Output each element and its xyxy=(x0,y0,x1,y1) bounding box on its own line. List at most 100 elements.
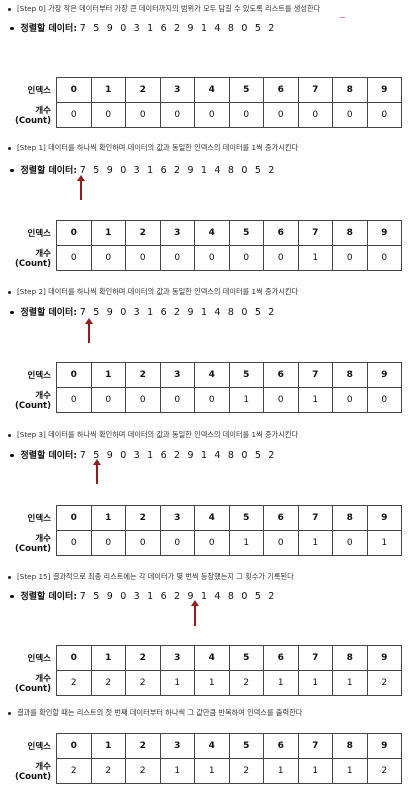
count-cell: 2 xyxy=(366,670,402,696)
index-cell: 7 xyxy=(297,362,333,388)
index-cell: 3 xyxy=(159,77,195,103)
count-row-label: 개수(Count) xyxy=(14,762,51,782)
bullet-icon xyxy=(10,310,14,315)
count-cell: 0 xyxy=(90,102,126,128)
index-cell: 0 xyxy=(56,220,92,246)
pointer-arrow-icon xyxy=(191,600,199,626)
count-cell: 2 xyxy=(90,758,126,784)
data-label: 정렬할 데이터: xyxy=(20,308,77,318)
count-cell: 0 xyxy=(228,102,264,128)
index-row: 인덱스 0 1 2 3 4 5 6 7 8 9 xyxy=(0,362,402,388)
index-cell: 9 xyxy=(366,220,402,246)
count-cell: 2 xyxy=(228,670,264,696)
count-cell: 1 xyxy=(263,758,299,784)
index-cell: 6 xyxy=(263,733,299,759)
bullet-icon xyxy=(10,594,14,599)
count-row-label: 개수(Count) xyxy=(14,534,51,554)
index-cell: 5 xyxy=(228,362,264,388)
index-cell: 0 xyxy=(56,362,92,388)
index-cell: 3 xyxy=(159,645,195,671)
index-cell: 4 xyxy=(194,362,230,388)
index-cell: 2 xyxy=(125,220,161,246)
index-cell: 9 xyxy=(366,645,402,671)
count-cell: 2 xyxy=(125,670,161,696)
index-cell: 0 xyxy=(56,77,92,103)
index-cell: 4 xyxy=(194,645,230,671)
pointer-arrow-icon xyxy=(77,175,85,200)
count-row: 개수(Count) 2 2 2 1 1 2 1 1 1 2 xyxy=(0,758,402,784)
index-cell: 0 xyxy=(56,505,92,531)
bullet-icon xyxy=(8,146,11,150)
count-cell: 0 xyxy=(56,245,92,271)
bullet-icon xyxy=(8,711,11,715)
index-cell: 2 xyxy=(125,505,161,531)
index-cell: 2 xyxy=(125,645,161,671)
index-cell: 3 xyxy=(159,505,195,531)
count-cell: 0 xyxy=(125,530,161,556)
data-digits: 7 5 9 0 3 1 6 2 9 1 4 8 0 5 2 xyxy=(79,450,277,461)
index-cell: 7 xyxy=(297,733,333,759)
count-cell: 1 xyxy=(332,670,368,696)
index-row: 인덱스 0 1 2 3 4 5 6 7 8 9 xyxy=(0,220,402,246)
index-cell: 1 xyxy=(90,77,126,103)
index-cell: 8 xyxy=(332,645,368,671)
index-row-label: 인덱스 xyxy=(27,86,51,96)
index-row: 인덱스 0 1 2 3 4 5 6 7 8 9 xyxy=(0,505,402,531)
count-cell: 0 xyxy=(194,245,230,271)
count-cell: 0 xyxy=(263,102,299,128)
step-3-caption: [Step 3] 데이터를 하나씩 확인하며 데이터의 값과 동일한 인덱스의 … xyxy=(8,430,298,440)
count-row-label: 개수(Count) xyxy=(14,674,51,694)
count-row-label: 개수(Count) xyxy=(14,106,51,126)
decorative-mark xyxy=(340,17,345,18)
index-cell: 1 xyxy=(90,645,126,671)
index-cell: 9 xyxy=(366,77,402,103)
count-cell: 0 xyxy=(194,387,230,413)
count-cell: 0 xyxy=(90,245,126,271)
index-row-label: 인덱스 xyxy=(27,229,51,239)
index-cell: 7 xyxy=(297,220,333,246)
count-cell: 0 xyxy=(332,245,368,271)
count-cell: 0 xyxy=(56,102,92,128)
count-cell: 0 xyxy=(366,102,402,128)
index-cell: 8 xyxy=(332,77,368,103)
count-cell: 2 xyxy=(228,758,264,784)
index-cell: 5 xyxy=(228,645,264,671)
count-table-step-15: 인덱스 0 1 2 3 4 5 6 7 8 9 개수(Count) 2 2 2 1 1 2 1 1 1 2 xyxy=(0,645,402,696)
count-table-step-3: 인덱스 0 1 2 3 4 5 6 7 8 9 개수(Count) 0 0 0 0 0 1 0 1 0 1 xyxy=(0,505,402,556)
count-row: 개수(Count) 0 0 0 0 0 0 0 1 0 0 xyxy=(0,245,402,271)
count-cell: 0 xyxy=(263,387,299,413)
count-cell: 1 xyxy=(263,670,299,696)
count-cell: 0 xyxy=(90,530,126,556)
count-row: 개수(Count) 0 0 0 0 0 1 0 1 0 0 xyxy=(0,387,402,413)
count-cell: 1 xyxy=(332,758,368,784)
caption-text: 결과를 확인할 때는 리스트의 첫 번째 데이터부터 하나씩 그 값만큼 반복하… xyxy=(17,708,303,717)
count-cell: 0 xyxy=(125,245,161,271)
step-1-caption: [Step 1] 데이터를 하나씩 확인하며 데이터의 값과 동일한 인덱스의 … xyxy=(8,143,298,153)
index-cell: 6 xyxy=(263,505,299,531)
data-line-1: 정렬할 데이터: 7 5 9 0 3 1 6 2 9 1 4 8 0 5 2 xyxy=(10,163,277,176)
index-cell: 9 xyxy=(366,362,402,388)
count-row: 개수(Count) 0 0 0 0 0 0 0 0 0 0 xyxy=(0,102,402,128)
caption-text: [Step 2] 데이터를 하나씩 확인하며 데이터의 값과 동일한 인덱스의 … xyxy=(17,287,299,296)
count-row: 개수(Count) 0 0 0 0 0 1 0 1 0 1 xyxy=(0,530,402,556)
index-cell: 4 xyxy=(194,220,230,246)
step-0-caption: [Step 0] 가장 작은 데이터부터 가장 큰 데이터까지의 범위가 모두 … xyxy=(8,4,320,14)
count-cell: 0 xyxy=(125,387,161,413)
index-cell: 4 xyxy=(194,77,230,103)
caption-text: [Step 15] 결과적으로 최종 리스트에는 각 데이터가 몇 번씩 등장했… xyxy=(17,572,294,581)
count-cell: 0 xyxy=(125,102,161,128)
count-cell: 0 xyxy=(194,530,230,556)
count-cell: 2 xyxy=(90,670,126,696)
count-cell: 0 xyxy=(297,102,333,128)
final-caption: 결과를 확인할 때는 리스트의 첫 번째 데이터부터 하나씩 그 값만큼 반복하… xyxy=(8,708,302,718)
bullet-icon xyxy=(8,290,11,294)
index-row-label: 인덱스 xyxy=(27,371,51,381)
count-cell: 1 xyxy=(297,758,333,784)
index-cell: 3 xyxy=(159,362,195,388)
count-cell: 0 xyxy=(263,245,299,271)
count-cell: 1 xyxy=(194,670,230,696)
index-cell: 3 xyxy=(159,220,195,246)
count-table-final: 인덱스 0 1 2 3 4 5 6 7 8 9 개수(Count) 2 2 2 1 1 2 1 1 1 2 xyxy=(0,733,402,784)
index-cell: 8 xyxy=(332,362,368,388)
index-cell: 3 xyxy=(159,733,195,759)
